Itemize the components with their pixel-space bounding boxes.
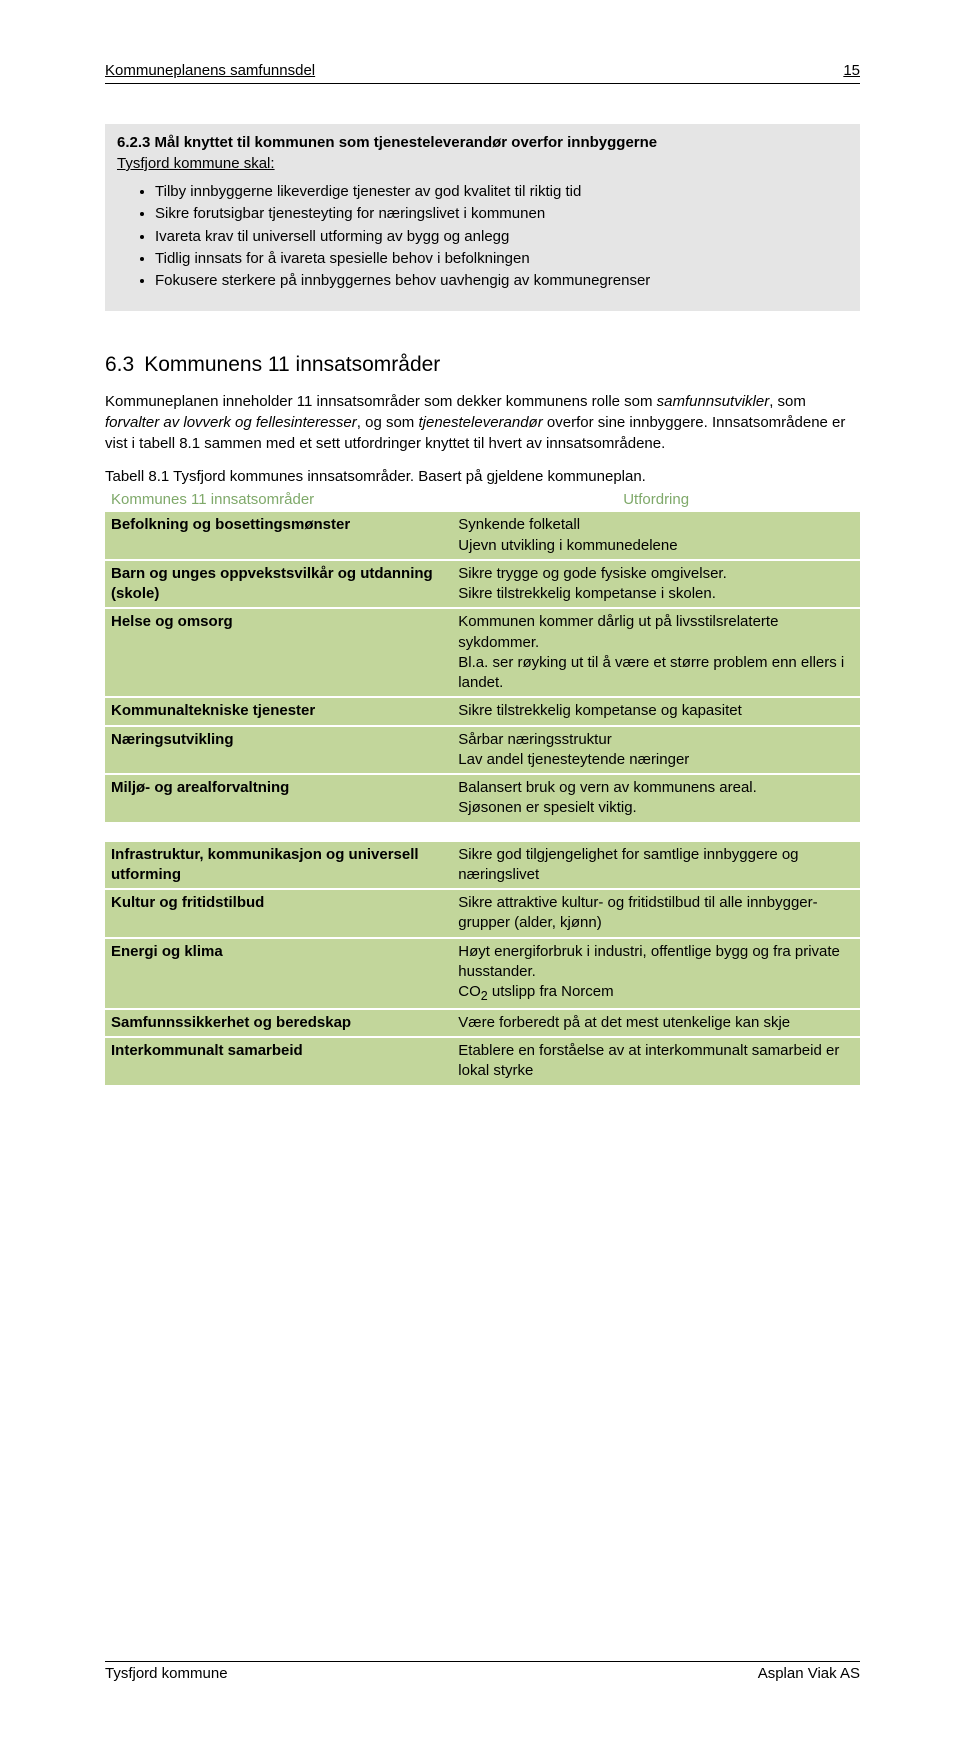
focus-areas-table: Kommunes 11 innsatsområder Utfordring Be… bbox=[105, 489, 860, 1086]
col1-header: Kommunes 11 innsatsområder bbox=[105, 489, 452, 511]
section-63-heading: 6.3 Kommunens 11 innsatsområder bbox=[105, 353, 860, 377]
focus-area: Befolkning og bosettingsmønster bbox=[105, 511, 452, 560]
table-spacer bbox=[105, 823, 860, 841]
focus-area: Energi og klima bbox=[105, 938, 452, 1009]
header-rule bbox=[105, 83, 860, 84]
challenge: Høyt energiforbruk i industri, offentlig… bbox=[452, 938, 860, 1009]
table-row: Infrastruktur, kommunikasjon og universe… bbox=[105, 841, 860, 890]
table-row: Helse og omsorgKommunen kommer dårlig ut… bbox=[105, 608, 860, 697]
challenge: Sårbar næringsstrukturLav andel tjeneste… bbox=[452, 726, 860, 775]
footer-rule bbox=[105, 1661, 860, 1662]
list-item: Sikre forutsigbar tjenesteyting for næri… bbox=[155, 204, 848, 224]
challenge: Sikre trygge og gode fysiske omgivelser.… bbox=[452, 560, 860, 609]
focus-area: Næringsutvikling bbox=[105, 726, 452, 775]
table-row: Samfunnssikkerhet og beredskapVære forbe… bbox=[105, 1009, 860, 1037]
col2-header: Utfordring bbox=[452, 489, 860, 511]
challenge: Etablere en forståelse av at interkommun… bbox=[452, 1037, 860, 1086]
list-item: Fokusere sterkere på innbyggernes behov … bbox=[155, 271, 848, 291]
table-row: Kultur og fritidstilbudSikre attraktive … bbox=[105, 889, 860, 938]
section-63-para: Kommuneplanen inneholder 11 innsatsområd… bbox=[105, 391, 860, 454]
table-caption: Tabell 8.1 Tysfjord kommunes innsatsområ… bbox=[105, 468, 860, 485]
table-row: NæringsutviklingSårbar næringsstrukturLa… bbox=[105, 726, 860, 775]
table-row: Miljø- og arealforvaltningBalansert bruk… bbox=[105, 774, 860, 823]
section-623-subline: Tysfjord kommune skal: bbox=[117, 155, 848, 172]
list-item: Tidlig innsats for å ivareta spesielle b… bbox=[155, 249, 848, 269]
challenge: Være forberedt på at det mest utenkelige… bbox=[452, 1009, 860, 1037]
footer-left: Tysfjord kommune bbox=[105, 1665, 228, 1682]
focus-area: Miljø- og arealforvaltning bbox=[105, 774, 452, 823]
focus-area: Kultur og fritidstilbud bbox=[105, 889, 452, 938]
list-item: Ivareta krav til universell utforming av… bbox=[155, 227, 848, 247]
page-header: Kommuneplanens samfunnsdel 15 bbox=[105, 62, 860, 79]
page-number: 15 bbox=[843, 62, 860, 79]
section-623-heading: 6.2.3 Mål knyttet til kommunen som tjene… bbox=[117, 134, 848, 151]
table-row: Kommunaltekniske tjenesterSikre tilstrek… bbox=[105, 697, 860, 725]
challenge: Sikre god tilgjengelighet for samtlige i… bbox=[452, 841, 860, 890]
challenge: Kommunen kommer dårlig ut på livsstilsre… bbox=[452, 608, 860, 697]
section-title: Kommunens 11 innsatsområder bbox=[144, 353, 440, 377]
table-row: Barn og unges oppvekstsvilkår og utdanni… bbox=[105, 560, 860, 609]
table-row: Befolkning og bosettingsmønsterSynkende … bbox=[105, 511, 860, 560]
focus-area: Barn og unges oppvekstsvilkår og utdanni… bbox=[105, 560, 452, 609]
footer-right: Asplan Viak AS bbox=[758, 1665, 860, 1682]
focus-area: Kommunaltekniske tjenester bbox=[105, 697, 452, 725]
section-number: 6.3 bbox=[105, 353, 134, 377]
focus-area: Infrastruktur, kommunikasjon og universe… bbox=[105, 841, 452, 890]
goals-list: Tilby innbyggerne likeverdige tjenester … bbox=[117, 182, 848, 291]
focus-area: Helse og omsorg bbox=[105, 608, 452, 697]
focus-area: Interkommunalt samarbeid bbox=[105, 1037, 452, 1086]
challenge: Sikre tilstrekkelig kompetanse og kapasi… bbox=[452, 697, 860, 725]
list-item: Tilby innbyggerne likeverdige tjenester … bbox=[155, 182, 848, 202]
header-title: Kommuneplanens samfunnsdel bbox=[105, 62, 315, 79]
goals-box: 6.2.3 Mål knyttet til kommunen som tjene… bbox=[105, 124, 860, 311]
challenge: Sikre attraktive kultur- og fritidstilbu… bbox=[452, 889, 860, 938]
table-row: Energi og klimaHøyt energiforbruk i indu… bbox=[105, 938, 860, 1009]
page-footer: Tysfjord kommune Asplan Viak AS bbox=[105, 1661, 860, 1682]
table-header-row: Kommunes 11 innsatsområder Utfordring bbox=[105, 489, 860, 511]
table-row: Interkommunalt samarbeidEtablere en fors… bbox=[105, 1037, 860, 1086]
focus-area: Samfunnssikkerhet og beredskap bbox=[105, 1009, 452, 1037]
challenge: Synkende folketallUjevn utvikling i komm… bbox=[452, 511, 860, 560]
challenge: Balansert bruk og vern av kommunens area… bbox=[452, 774, 860, 823]
